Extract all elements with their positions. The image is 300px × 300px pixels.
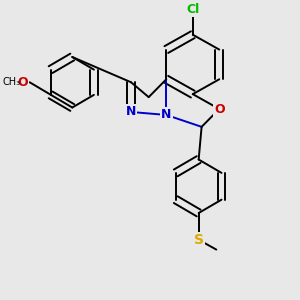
Text: Cl: Cl [186,3,200,16]
Text: N: N [126,106,136,118]
Text: O: O [214,103,225,116]
Text: S: S [194,233,204,247]
Text: O: O [17,76,28,89]
Text: CH₃: CH₃ [3,77,21,87]
Text: N: N [161,108,172,122]
